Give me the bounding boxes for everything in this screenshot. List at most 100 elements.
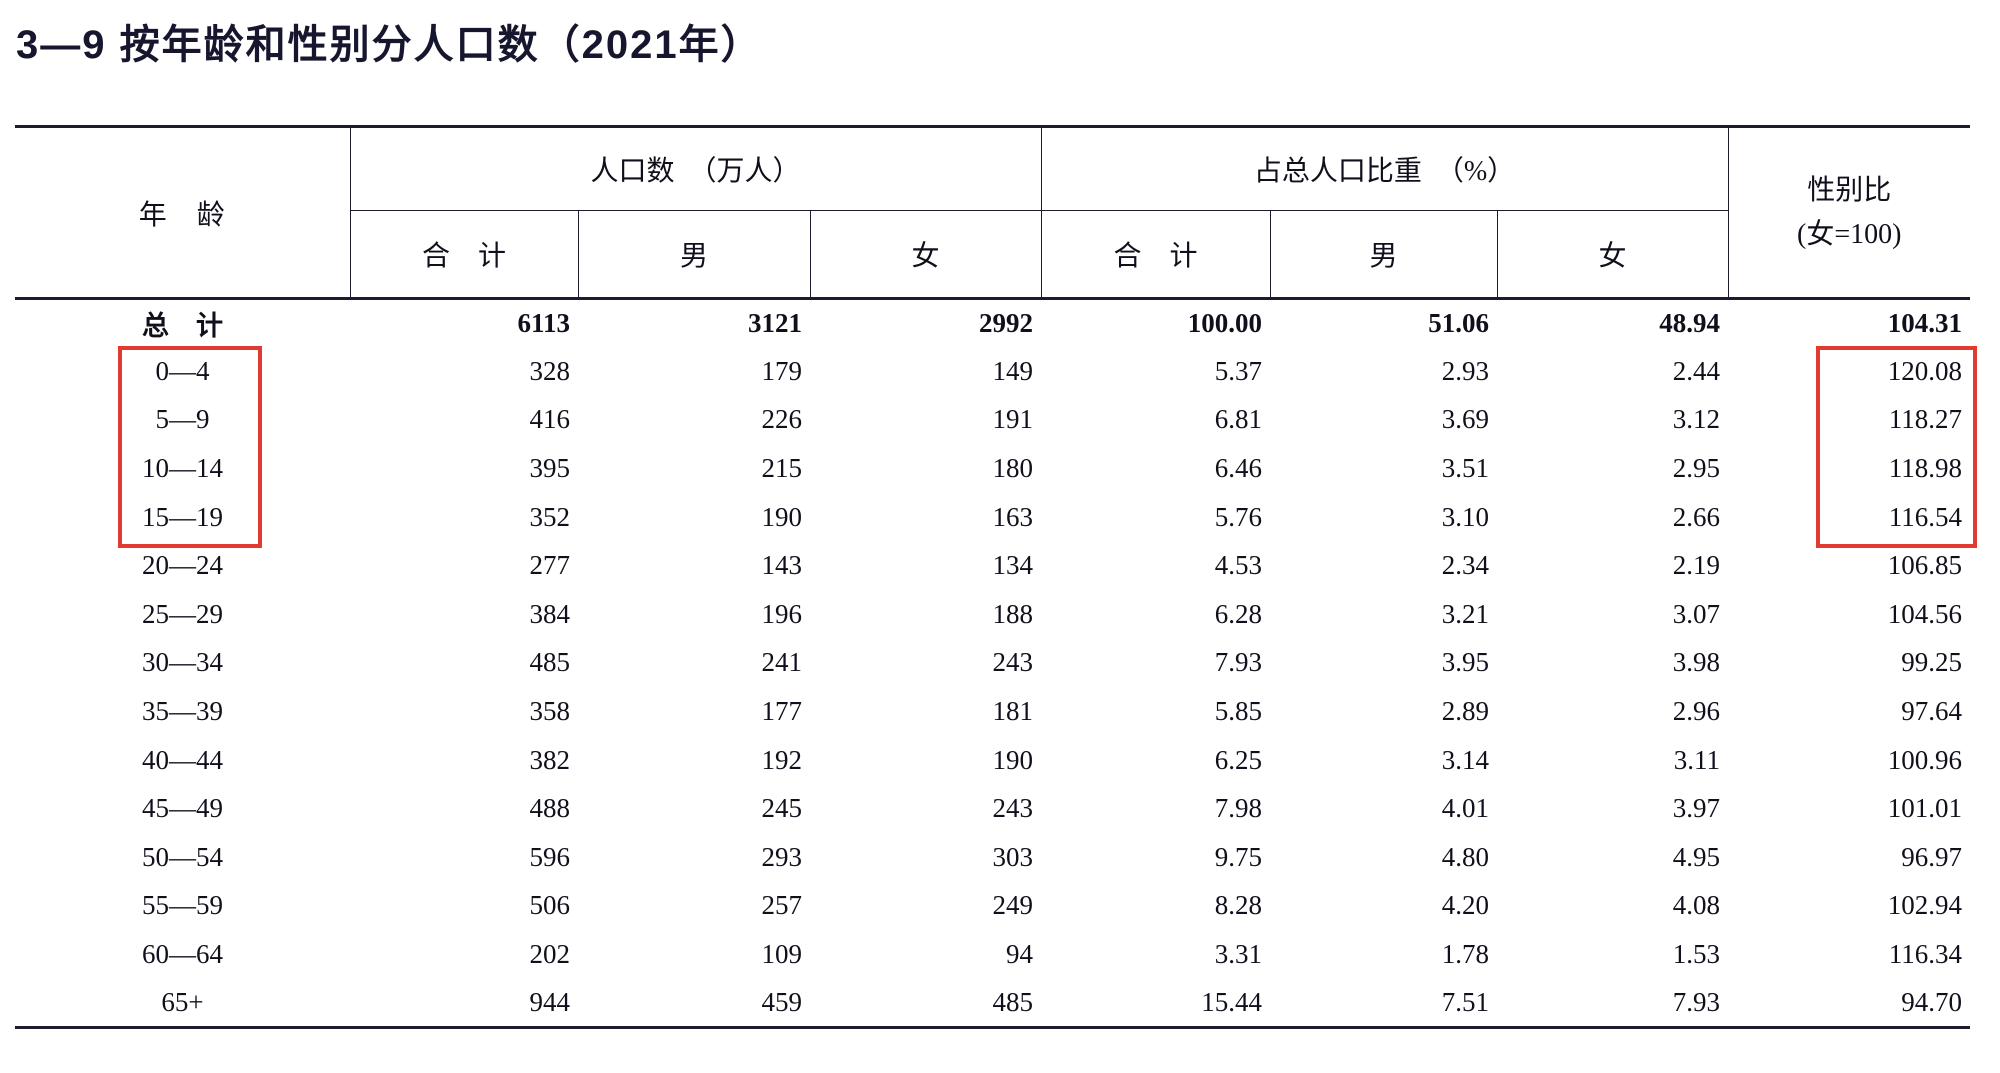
table-row: 20—24 277 143 134 4.53 2.34 2.19 106.85 <box>15 541 1970 590</box>
value-cell: 99.25 <box>1901 647 1963 678</box>
value-cell: 192 <box>761 744 803 775</box>
value-cell: 4.20 <box>1441 890 1490 921</box>
value-cell: 395 <box>529 453 571 484</box>
age-label: 10—14 <box>142 453 223 484</box>
age-label: 30—34 <box>142 647 223 678</box>
value-cell: 106.85 <box>1887 550 1963 581</box>
value-cell: 96.97 <box>1901 841 1963 872</box>
value-cell: 149 <box>992 355 1034 386</box>
value-cell: 944 <box>529 986 571 1017</box>
value-cell: 100.96 <box>1887 744 1963 775</box>
value-cell: 2.44 <box>1672 355 1721 386</box>
value-cell: 97.64 <box>1901 696 1963 727</box>
value-cell: 3.21 <box>1441 598 1490 629</box>
value-cell: 1.53 <box>1672 939 1721 970</box>
value-cell: 188 <box>992 598 1034 629</box>
value-cell: 485 <box>992 986 1034 1017</box>
value-cell: 358 <box>529 696 571 727</box>
age-label: 40—44 <box>142 744 223 775</box>
value-cell: 181 <box>992 696 1034 727</box>
value-cell: 116.54 <box>1888 501 1963 532</box>
value-cell: 328 <box>529 355 571 386</box>
age-label: 15—19 <box>142 501 223 532</box>
value-cell: 241 <box>761 647 803 678</box>
value-cell: 118.98 <box>1888 453 1963 484</box>
value-cell: 4.08 <box>1672 890 1721 921</box>
value-cell: 202 <box>529 939 571 970</box>
table-row: 65+ 944 459 485 15.44 7.51 7.93 94.70 <box>15 979 1970 1028</box>
value-cell: 303 <box>992 841 1034 872</box>
age-label: 50—54 <box>142 841 223 872</box>
value-cell: 4.80 <box>1441 841 1490 872</box>
value-cell: 245 <box>761 793 803 824</box>
value-cell: 109 <box>761 939 803 970</box>
value-cell: 3.97 <box>1672 793 1721 824</box>
value-cell: 249 <box>992 890 1034 921</box>
age-label: 总 计 <box>142 311 223 342</box>
value-cell: 277 <box>529 550 571 581</box>
value-cell: 6.25 <box>1214 744 1263 775</box>
table-row: 45—49 488 245 243 7.98 4.01 3.97 101.01 <box>15 784 1970 833</box>
header-sex-ratio-line1: 性别比 <box>1807 175 1892 207</box>
value-cell: 163 <box>992 501 1034 532</box>
value-cell: 100.00 <box>1187 308 1263 339</box>
value-cell: 177 <box>761 696 803 727</box>
value-cell: 7.93 <box>1214 647 1263 678</box>
value-cell: 94.70 <box>1901 986 1963 1017</box>
value-cell: 226 <box>761 404 803 435</box>
value-cell: 7.93 <box>1672 986 1721 1017</box>
value-cell: 459 <box>761 986 803 1017</box>
value-cell: 191 <box>992 404 1034 435</box>
value-cell: 3.10 <box>1441 501 1490 532</box>
value-cell: 6113 <box>517 308 570 339</box>
value-cell: 94 <box>1006 939 1034 970</box>
value-cell: 506 <box>529 890 571 921</box>
age-label: 65+ <box>161 986 204 1017</box>
value-cell: 143 <box>761 550 803 581</box>
value-cell: 243 <box>992 647 1034 678</box>
table-row: 60—64 202 109 94 3.31 1.78 1.53 116.34 <box>15 930 1970 979</box>
value-cell: 7.98 <box>1214 793 1263 824</box>
age-label: 0—4 <box>155 355 210 386</box>
subheader-share-female: 女 <box>1497 210 1729 300</box>
subheader-share-male: 男 <box>1270 210 1498 300</box>
subheader-population-male: 男 <box>578 210 811 300</box>
subheader-population-total: 合 计 <box>350 210 579 300</box>
value-cell: 2.96 <box>1672 696 1721 727</box>
age-label: 60—64 <box>142 939 223 970</box>
value-cell: 4.95 <box>1672 841 1721 872</box>
table-row: 35—39 358 177 181 5.85 2.89 2.96 97.64 <box>15 687 1970 736</box>
table-row: 总 计 6113 3121 2992 100.00 51.06 48.94 104.31 <box>15 299 1970 348</box>
value-cell: 488 <box>529 793 571 824</box>
value-cell: 3121 <box>748 308 802 339</box>
value-cell: 8.28 <box>1214 890 1263 921</box>
population-table: 年 龄 人口数 （万人） 占总人口比重 （%） 性别比 (女=100) 合 计 … <box>15 125 1971 1029</box>
table-row: 5—9 416 226 191 6.81 3.69 3.12 118.27 <box>15 396 1970 445</box>
population-table-wrap: 年 龄 人口数 （万人） 占总人口比重 （%） 性别比 (女=100) 合 计 … <box>15 125 1971 1029</box>
age-label: 20—24 <box>142 550 223 581</box>
value-cell: 3.07 <box>1672 598 1721 629</box>
value-cell: 15.44 <box>1201 986 1263 1017</box>
table-row: 15—19 352 190 163 5.76 3.10 2.66 116.54 <box>15 493 1970 542</box>
table-body: 总 计 6113 3121 2992 100.00 51.06 48.94 104.31 0—4… <box>15 299 1970 1028</box>
subheader-population-female: 女 <box>810 210 1042 300</box>
value-cell: 352 <box>529 501 571 532</box>
value-cell: 5.76 <box>1214 501 1263 532</box>
value-cell: 2.93 <box>1441 355 1490 386</box>
age-label: 25—29 <box>142 598 223 629</box>
value-cell: 4.01 <box>1441 793 1490 824</box>
value-cell: 196 <box>761 598 803 629</box>
value-cell: 2.89 <box>1441 696 1490 727</box>
value-cell: 215 <box>761 453 803 484</box>
value-cell: 4.53 <box>1214 550 1263 581</box>
age-label: 55—59 <box>142 890 223 921</box>
table-row: 0—4 328 179 149 5.37 2.93 2.44 120.08 <box>15 347 1970 396</box>
header-sex-ratio-line2: (女=100) <box>1797 218 1902 250</box>
header-sex-ratio: 性别比 (女=100) <box>1728 126 1971 300</box>
value-cell: 3.95 <box>1441 647 1490 678</box>
value-cell: 6.28 <box>1214 598 1263 629</box>
value-cell: 134 <box>992 550 1034 581</box>
table-row: 10—14 395 215 180 6.46 3.51 2.95 118.98 <box>15 444 1970 493</box>
value-cell: 596 <box>529 841 571 872</box>
